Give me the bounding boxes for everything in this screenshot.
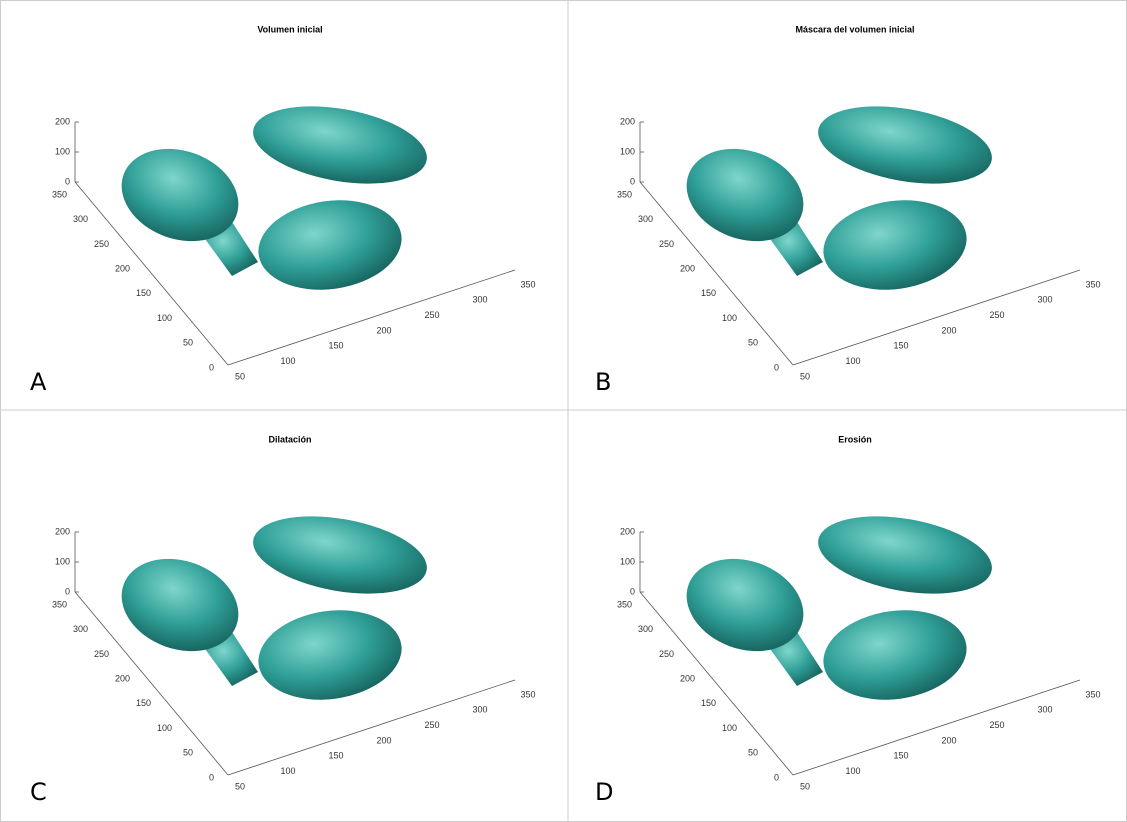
- y-tick-label: 150: [136, 288, 151, 298]
- x-tick-label: 300: [472, 295, 487, 305]
- y-tick-label: 300: [73, 214, 88, 224]
- y-tick-label: 0: [774, 772, 779, 782]
- y-tick-label: 300: [638, 624, 653, 634]
- panel: Erosión D 0 100 200 350 300 250 200 150 100 50 0 50 10…: [595, 434, 1101, 806]
- panel-title: Volumen inicial: [257, 24, 322, 34]
- y-tick-label: 250: [659, 239, 674, 249]
- x-tick-label: 250: [989, 310, 1004, 320]
- panel-letter: B: [595, 368, 611, 396]
- z-tick-label: 100: [620, 146, 635, 156]
- x-axis: [793, 270, 1080, 365]
- x-tick-label: 200: [941, 735, 956, 745]
- y-tick-label: 200: [115, 264, 130, 274]
- y-tick-label: 100: [157, 313, 172, 323]
- rendering: [674, 94, 998, 298]
- figure: Volumen inicial A 0 100 200 350 300 250 200 150 10…: [0, 0, 1127, 822]
- x-tick-label: 200: [376, 735, 391, 745]
- z-tick-label: 0: [630, 586, 635, 596]
- z-tick-label: 0: [65, 586, 70, 596]
- panel-letter: C: [30, 778, 47, 806]
- panel-letter: D: [595, 778, 613, 806]
- panel: Máscara del volumen inicial B 0 100 200 350 30…: [595, 24, 1101, 396]
- y-tick-label: 0: [209, 772, 214, 782]
- z-tick-label: 200: [55, 116, 70, 126]
- y-tick-label: 300: [638, 214, 653, 224]
- frame: [1, 1, 1127, 822]
- z-tick-label: 100: [55, 556, 70, 566]
- y-tick-label: 50: [748, 338, 758, 348]
- y-tick-label: 150: [701, 288, 716, 298]
- z-tick-label: 100: [55, 146, 70, 156]
- panel-title: Dilatación: [268, 434, 311, 444]
- y-tick-label: 350: [617, 189, 632, 199]
- y-tick-label: 300: [73, 624, 88, 634]
- y-tick-label: 350: [52, 599, 67, 609]
- y-tick-label: 250: [94, 649, 109, 659]
- y-tick-label: 150: [136, 698, 151, 708]
- x-tick-label: 50: [800, 781, 810, 791]
- y-tick-label: 200: [680, 674, 695, 684]
- y-tick-label: 200: [680, 264, 695, 274]
- y-tick-label: 0: [209, 362, 214, 372]
- panel: Dilatación C 0 100 200 350 300 250 200 150 100 50 0 5…: [30, 434, 536, 806]
- panels: Volumen inicial A 0 100 200 350 300 250 200 150 10…: [30, 24, 1101, 806]
- z-tick-label: 200: [620, 116, 635, 126]
- x-tick-label: 50: [235, 371, 245, 381]
- x-tick-label: 300: [1037, 705, 1052, 715]
- panel-title: Máscara del volumen inicial: [795, 24, 914, 34]
- x-tick-label: 250: [989, 720, 1004, 730]
- x-tick-label: 100: [845, 766, 860, 776]
- y-tick-label: 250: [659, 649, 674, 659]
- y-tick-label: 50: [748, 748, 758, 758]
- x-tick-label: 150: [328, 751, 343, 761]
- y-tick-label: 0: [774, 362, 779, 372]
- y-tick-label: 100: [157, 723, 172, 733]
- y-tick-label: 150: [701, 698, 716, 708]
- x-tick-label: 200: [376, 325, 391, 335]
- x-axis: [793, 680, 1080, 775]
- x-tick-label: 250: [424, 310, 439, 320]
- panel-title: Erosión: [838, 434, 872, 444]
- x-tick-label: 100: [845, 356, 860, 366]
- z-tick-label: 100: [620, 556, 635, 566]
- rendering: [674, 504, 998, 708]
- panel-letter: A: [30, 368, 47, 396]
- x-tick-label: 300: [1037, 295, 1052, 305]
- z-tick-label: 0: [630, 176, 635, 186]
- y-tick-label: 250: [94, 239, 109, 249]
- rendering: [109, 94, 433, 298]
- x-tick-label: 200: [941, 325, 956, 335]
- x-tick-label: 300: [472, 705, 487, 715]
- x-tick-label: 350: [1085, 689, 1100, 699]
- z-tick-label: 200: [620, 526, 635, 536]
- z-tick-label: 200: [55, 526, 70, 536]
- panel: Volumen inicial A 0 100 200 350 300 250 200 150 10…: [30, 24, 536, 396]
- x-tick-label: 100: [280, 766, 295, 776]
- x-axis: [228, 270, 515, 365]
- z-tick-label: 0: [65, 176, 70, 186]
- y-tick-label: 50: [183, 338, 193, 348]
- x-tick-label: 350: [1085, 279, 1100, 289]
- x-tick-label: 350: [520, 689, 535, 699]
- x-tick-label: 350: [520, 279, 535, 289]
- y-tick-label: 200: [115, 674, 130, 684]
- y-tick-label: 350: [617, 599, 632, 609]
- x-axis: [228, 680, 515, 775]
- y-tick-label: 50: [183, 748, 193, 758]
- x-tick-label: 150: [893, 341, 908, 351]
- x-tick-label: 50: [235, 781, 245, 791]
- rendering: [109, 504, 433, 708]
- x-tick-label: 50: [800, 371, 810, 381]
- x-tick-label: 250: [424, 720, 439, 730]
- y-tick-label: 100: [722, 313, 737, 323]
- x-tick-label: 100: [280, 356, 295, 366]
- x-tick-label: 150: [328, 341, 343, 351]
- x-tick-label: 150: [893, 751, 908, 761]
- y-tick-label: 100: [722, 723, 737, 733]
- y-tick-label: 350: [52, 189, 67, 199]
